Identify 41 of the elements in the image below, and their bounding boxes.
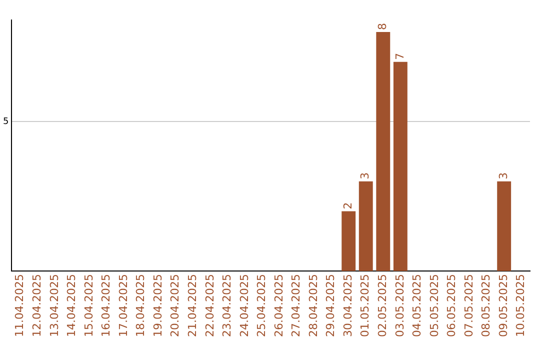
x-tick-label: 23.04.2025 xyxy=(220,274,234,338)
x-tick-label: 01.05.2025 xyxy=(358,274,372,338)
data-label: 3 xyxy=(358,172,372,180)
y-tick-label: 5 xyxy=(2,116,9,127)
x-tick-label: 30.04.2025 xyxy=(341,274,354,338)
bar xyxy=(497,181,512,272)
x-tick-label: 03.05.2025 xyxy=(393,274,406,338)
x-tick-label: 12.04.2025 xyxy=(30,274,44,338)
x-tick-label: 14.04.2025 xyxy=(65,274,78,338)
bar xyxy=(376,32,390,272)
x-tick-label: 13.04.2025 xyxy=(48,274,61,338)
data-label: 3 xyxy=(496,172,510,180)
x-tick-label: 10.05.2025 xyxy=(514,274,528,338)
x-tick-label: 04.05.2025 xyxy=(410,274,424,338)
x-tick-label: 28.04.2025 xyxy=(306,274,320,338)
bar xyxy=(393,62,408,272)
x-tick-label: 16.04.2025 xyxy=(100,274,113,338)
x-tick-label: 26.04.2025 xyxy=(272,274,286,338)
x-tick-label: 06.05.2025 xyxy=(445,274,458,338)
bar xyxy=(342,211,356,272)
x-tick-label: 29.04.2025 xyxy=(324,274,338,338)
x-tick-label: 27.04.2025 xyxy=(290,274,303,338)
x-tick-label: 21.04.2025 xyxy=(186,274,199,338)
x-tick-label: 02.05.2025 xyxy=(376,274,390,338)
x-tick-label: 24.04.2025 xyxy=(238,274,251,338)
x-tick-label: 08.05.2025 xyxy=(480,274,493,338)
x-tick-label: 09.05.2025 xyxy=(496,274,510,338)
x-tick-label: 25.04.2025 xyxy=(255,274,268,338)
x-tick-label: 22.04.2025 xyxy=(203,274,216,338)
x-tick-label: 11.04.2025 xyxy=(13,274,26,338)
data-label: 7 xyxy=(393,52,406,60)
data-label: 2 xyxy=(341,202,354,210)
x-tick-label: 19.04.2025 xyxy=(151,274,164,338)
x-tick-label: 15.04.2025 xyxy=(82,274,96,338)
x-tick-label: 20.04.2025 xyxy=(168,274,182,338)
x-tick-label: 18.04.2025 xyxy=(134,274,148,338)
x-tick-label: 05.05.2025 xyxy=(428,274,441,338)
x-tick-label: 07.05.2025 xyxy=(462,274,476,338)
data-label: 8 xyxy=(376,22,390,30)
bar xyxy=(358,181,373,272)
x-tick-label: 17.04.2025 xyxy=(116,274,130,338)
